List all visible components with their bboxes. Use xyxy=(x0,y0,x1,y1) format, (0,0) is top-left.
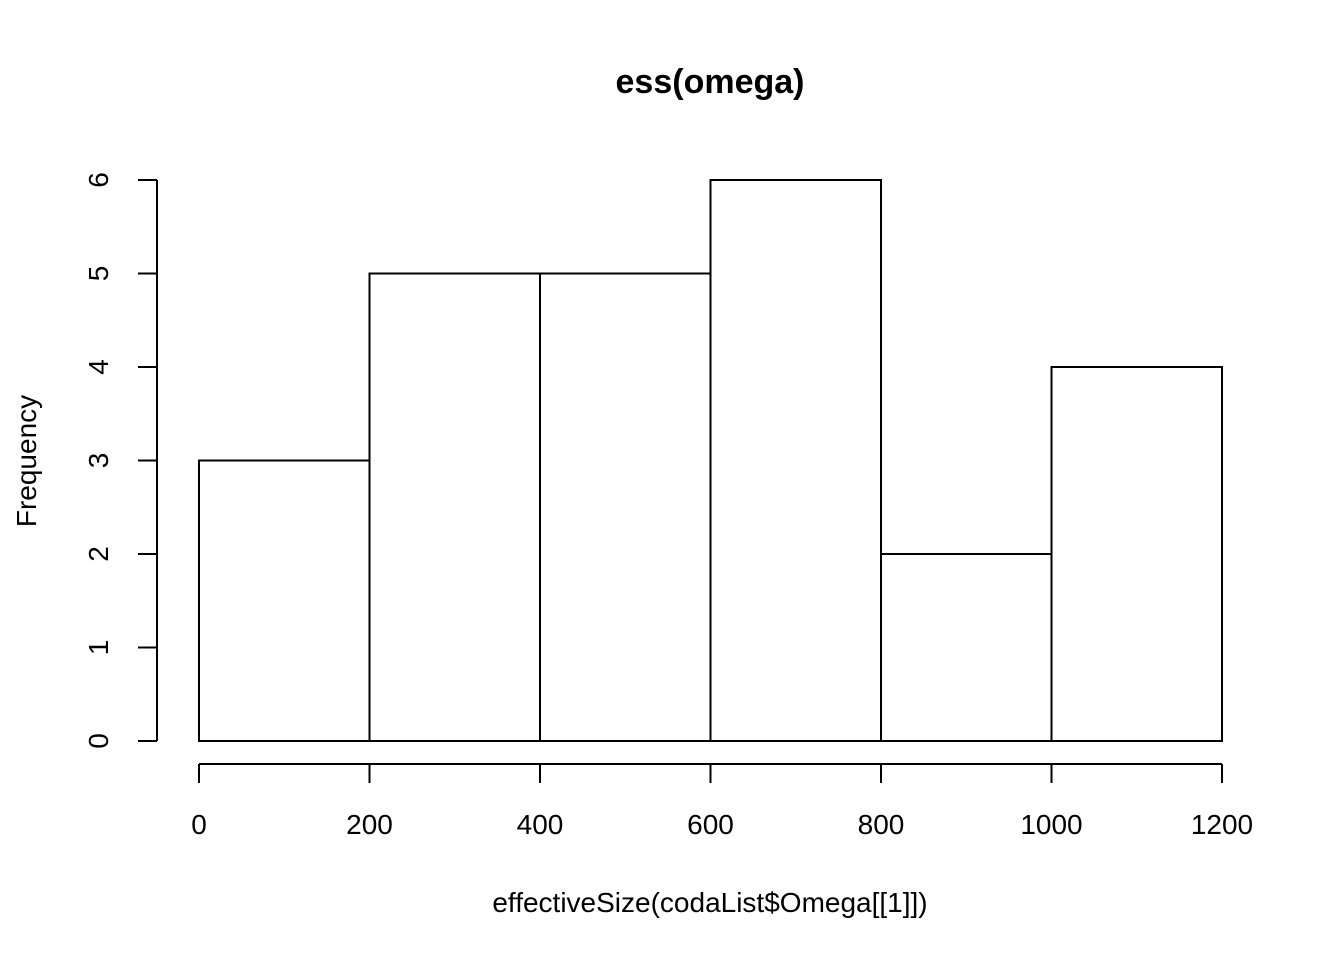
y-axis-label: Frequency xyxy=(11,395,42,527)
x-axis: 0 200 400 600 800 1000 1200 xyxy=(191,763,1253,840)
x-tick-label-4: 800 xyxy=(858,809,905,840)
histogram-bar-1 xyxy=(368,272,541,742)
y-tick-label-3: 3 xyxy=(83,453,114,469)
chart-title: ess(omega) xyxy=(616,63,805,101)
bars-group xyxy=(198,179,1223,742)
histogram-bar-4 xyxy=(880,553,1053,742)
x-tick-label-1: 200 xyxy=(346,809,393,840)
histogram-bar-5 xyxy=(1050,366,1223,742)
y-tick-label-5: 5 xyxy=(83,266,114,282)
y-tick-label-2: 2 xyxy=(83,546,114,562)
x-tick-label-3: 600 xyxy=(687,809,734,840)
y-tick-label-0: 0 xyxy=(83,733,114,749)
histogram-bar-3 xyxy=(709,179,882,742)
histogram-bar-2 xyxy=(539,272,712,742)
x-tick-label-5: 1000 xyxy=(1020,809,1082,840)
y-tick-label-4: 4 xyxy=(83,359,114,375)
x-axis-label: effectiveSize(codaList$Omega[[1]]) xyxy=(492,887,927,918)
histogram-bar-0 xyxy=(198,459,371,742)
y-tick-label-6: 6 xyxy=(83,172,114,188)
x-tick-label-2: 400 xyxy=(517,809,564,840)
x-tick-label-6: 1200 xyxy=(1191,809,1253,840)
y-tick-label-1: 1 xyxy=(83,640,114,656)
x-tick-label-0: 0 xyxy=(191,809,207,840)
y-axis: 0 1 2 3 4 5 6 xyxy=(83,172,158,749)
